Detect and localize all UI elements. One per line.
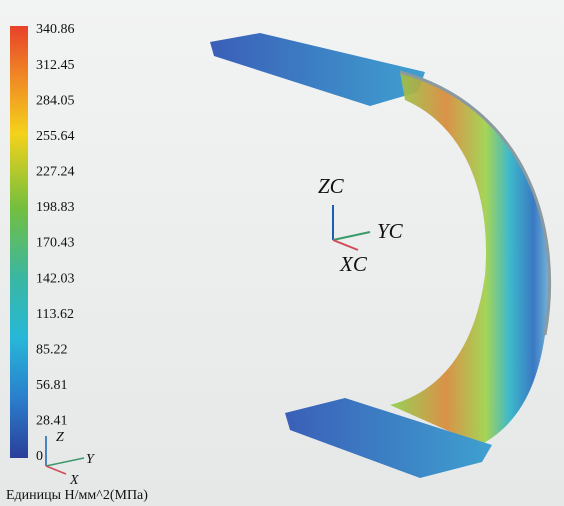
units-label: Единицы Н/мм^2(МПа) xyxy=(6,488,148,503)
triad-z: ZC xyxy=(318,174,345,198)
legend-label: 113.62 xyxy=(36,307,74,322)
legend-label: 28.41 xyxy=(36,414,68,429)
triad-x: XC xyxy=(339,252,368,276)
screenshot: ZC YC XC Z Y X Единицы Н/мм^2(МПа) 340.8… xyxy=(0,0,564,506)
legend-label: 170.43 xyxy=(36,236,75,251)
legend-label: 340.86 xyxy=(36,22,75,37)
legend-label: 198.83 xyxy=(36,200,75,215)
small-triad-z: Z xyxy=(56,430,64,445)
legend-label: 142.03 xyxy=(36,271,75,286)
legend-label: 255.64 xyxy=(36,129,75,144)
legend-label: 56.81 xyxy=(36,378,68,393)
legend-label: 312.45 xyxy=(36,58,75,73)
legend-label: 0 xyxy=(36,449,43,464)
legend-label: 284.05 xyxy=(36,93,75,108)
triad-y: YC xyxy=(377,219,404,243)
legend-label: 227.24 xyxy=(36,165,75,180)
color-bar xyxy=(10,26,28,458)
legend-label: 85.22 xyxy=(36,342,68,357)
small-triad-x: X xyxy=(69,473,79,488)
